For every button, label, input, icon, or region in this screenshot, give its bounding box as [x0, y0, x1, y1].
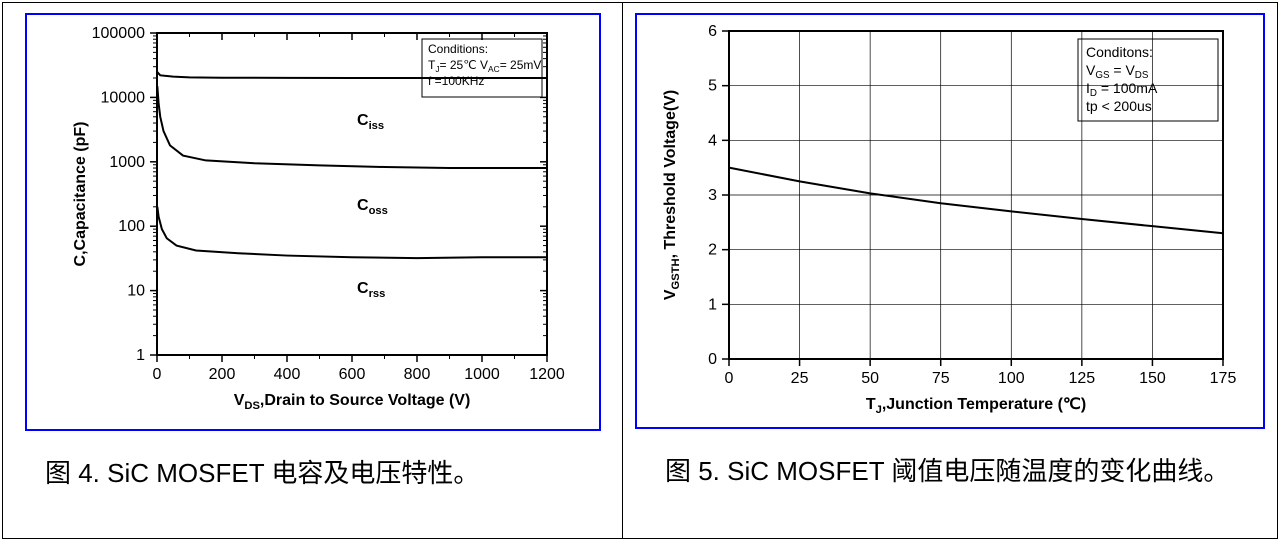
- svg-text:1: 1: [708, 296, 717, 313]
- series-coss: [157, 86, 547, 168]
- svg-text:VDS,Drain to Source Voltage (V: VDS,Drain to Source Voltage (V): [233, 392, 470, 412]
- svg-text:tp < 200us: tp < 200us: [1086, 98, 1152, 114]
- figure-5-caption: 图 5. SiC MOSFET 阈值电压随温度的变化曲线。: [635, 451, 1229, 488]
- figure-4-caption: 图 4. SiC MOSFET 电容及电压特性。: [15, 453, 479, 490]
- svg-text:f =100KHz: f =100KHz: [428, 74, 484, 88]
- figure-5-cell: 0 25 50 75 100 125 150 175 0 1 2 3 4 5 6 TJ,Junction Te…: [623, 3, 1277, 538]
- svg-text:100000: 100000: [91, 25, 144, 42]
- svg-text:10: 10: [127, 283, 145, 300]
- svg-text:75: 75: [932, 370, 950, 387]
- series-crss: [157, 207, 547, 258]
- svg-text:200: 200: [208, 366, 235, 383]
- svg-text:3: 3: [708, 187, 717, 204]
- svg-text:800: 800: [403, 366, 430, 383]
- svg-text:10000: 10000: [100, 89, 145, 106]
- svg-text:100: 100: [998, 370, 1025, 387]
- figure-5-chart: 0 25 50 75 100 125 150 175 0 1 2 3 4 5 6 TJ,Junction Te…: [635, 13, 1265, 429]
- svg-text:600: 600: [338, 366, 365, 383]
- svg-text:2: 2: [708, 242, 717, 259]
- svg-text:TJ,Junction Temperature (℃): TJ,Junction Temperature (℃): [866, 396, 1086, 416]
- svg-text:1000: 1000: [109, 154, 145, 171]
- svg-text:6: 6: [708, 23, 717, 40]
- svg-text:Ciss: Ciss: [357, 112, 384, 132]
- svg-text:4: 4: [708, 132, 717, 149]
- svg-text:Coss: Coss: [357, 197, 388, 217]
- svg-text:1000: 1000: [464, 366, 500, 383]
- svg-text:0: 0: [725, 370, 734, 387]
- svg-text:400: 400: [273, 366, 300, 383]
- series-vgsth: [729, 168, 1223, 234]
- svg-text:Conditions:: Conditions:: [428, 42, 488, 56]
- svg-text:0: 0: [152, 366, 161, 383]
- svg-text:Crss: Crss: [357, 280, 385, 300]
- svg-text:1200: 1200: [529, 366, 565, 383]
- svg-text:VGS = VDS: VGS = VDS: [1086, 62, 1149, 81]
- svg-text:150: 150: [1139, 370, 1166, 387]
- figure-row: 0200400600800100012001101001000100001000…: [2, 2, 1278, 539]
- svg-text:TJ= 25℃ VAC= 25mV: TJ= 25℃ VAC= 25mV: [428, 58, 541, 74]
- figure-4-cell: 0 200 400 600 800 1000 1200 1 10 100 1000 10000 1000…: [3, 3, 623, 538]
- svg-text:25: 25: [791, 370, 809, 387]
- svg-text:ID = 100mA: ID = 100mA: [1086, 80, 1158, 99]
- svg-text:1: 1: [136, 347, 145, 364]
- svg-text:VGSTH, Threshold Voltage(V): VGSTH, Threshold Voltage(V): [662, 90, 682, 300]
- svg-text:5: 5: [708, 78, 717, 95]
- svg-text:125: 125: [1069, 370, 1096, 387]
- figure-4-chart: 0 200 400 600 800 1000 1200 1 10 100 1000 10000 1000…: [25, 13, 601, 431]
- svg-text:175: 175: [1210, 370, 1237, 387]
- svg-text:Conditons:: Conditons:: [1086, 44, 1153, 60]
- svg-text:50: 50: [861, 370, 879, 387]
- svg-text:C,Capacitance (pF): C,Capacitance (pF): [72, 122, 89, 267]
- svg-text:0: 0: [708, 351, 717, 368]
- svg-text:100: 100: [118, 218, 145, 235]
